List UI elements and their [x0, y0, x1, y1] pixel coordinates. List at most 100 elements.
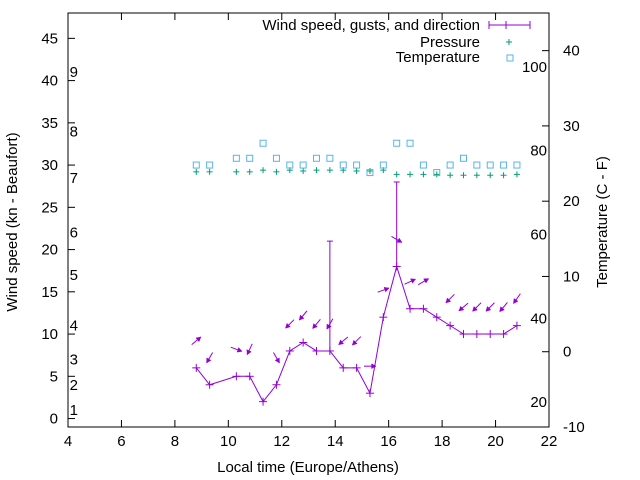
- y-tick-label: 40: [41, 73, 58, 90]
- pressure-point: [326, 167, 333, 174]
- beaufort-label: 9: [70, 64, 78, 81]
- y-axis-label: Wind speed (kn - Beaufort): [4, 132, 21, 311]
- temperature-point: [406, 139, 414, 147]
- plot-frame: [67, 12, 550, 428]
- pressure-point: [447, 172, 454, 179]
- temperature-point: [459, 154, 467, 162]
- wind-direction-arrow: [351, 336, 362, 346]
- pressure-point: [513, 171, 520, 178]
- temperature-point: [299, 161, 307, 169]
- pressure-point: [260, 167, 267, 174]
- wind-speed-point: [512, 321, 521, 330]
- wind-speed-point: [232, 372, 241, 381]
- wind-direction-arrow: [513, 293, 521, 304]
- beaufort-label: 4: [70, 318, 78, 335]
- wind-speed-point: [259, 397, 268, 406]
- pressure-point: [473, 172, 480, 179]
- temperature-point: [513, 161, 521, 169]
- temperature-point: [326, 154, 334, 162]
- wind-speed-point: [472, 330, 481, 339]
- beaufort-label: 8: [70, 123, 78, 140]
- temperature-point: [259, 139, 267, 147]
- beaufort-label: 7: [70, 170, 78, 187]
- data-layer: [191, 139, 521, 406]
- wind-speed-point: [339, 363, 348, 372]
- temperature-point: [206, 161, 214, 169]
- wind-direction-arrow: [285, 319, 295, 329]
- beaufort-label: 1: [70, 402, 78, 419]
- y-tick-label: 15: [41, 284, 58, 301]
- wind-speed-line: [195, 264, 518, 403]
- wind-direction-arrow: [458, 302, 469, 312]
- wind-direction-arrow: [363, 363, 377, 369]
- temperature-point: [433, 169, 441, 177]
- y-tick-label: 30: [41, 157, 58, 174]
- wind-direction-arrow: [298, 310, 308, 321]
- x-tick-label: 16: [380, 433, 397, 450]
- wind-direction-arrow: [191, 336, 202, 346]
- x-tick-label: 14: [327, 433, 344, 450]
- wind-direction-arrow: [404, 278, 416, 285]
- legend-pressure-sample: [506, 39, 512, 45]
- wind-speed-point: [419, 304, 428, 313]
- wind-speed-point: [205, 380, 214, 389]
- x-tick-label: 4: [64, 433, 72, 450]
- wind-direction-arrow: [499, 302, 508, 313]
- beaufort-label: 2: [70, 377, 78, 394]
- y2-tick-label: 40: [563, 43, 580, 60]
- pressure-point: [366, 167, 373, 174]
- temperature-point: [246, 154, 254, 162]
- wind-speed-point: [245, 372, 254, 381]
- fahrenheit-label: 100: [522, 59, 547, 76]
- y2-tick-label: 20: [563, 193, 580, 210]
- wind-speed-point: [446, 321, 455, 330]
- temperature-point: [313, 154, 321, 162]
- x-tick-label: 8: [171, 433, 179, 450]
- temperature-point: [286, 161, 294, 169]
- wind-speed-point: [379, 313, 388, 322]
- pressure-point: [433, 171, 440, 178]
- temperature-point: [353, 161, 361, 169]
- wind-speed-point: [406, 304, 415, 313]
- wind-speed-point: [299, 338, 308, 347]
- pressure-point: [206, 168, 213, 175]
- y-tick-label: 0: [50, 411, 58, 428]
- temperature-point: [419, 161, 427, 169]
- wind-direction-arrow: [485, 302, 495, 312]
- wind-speed-point: [272, 380, 281, 389]
- pressure-point: [420, 171, 427, 178]
- temperature-point: [366, 169, 374, 177]
- pressure-point: [407, 171, 414, 178]
- y-tick-label: 10: [41, 326, 58, 343]
- wind-direction-arrow: [326, 318, 334, 330]
- y2-axis-label: Temperature (C - F): [594, 156, 611, 288]
- pressure-point: [193, 168, 200, 175]
- temperature-point: [500, 161, 508, 169]
- temperature-point: [446, 161, 454, 169]
- wind-direction-arrow: [391, 235, 403, 243]
- temperature-point: [393, 139, 401, 147]
- temperature-point: [473, 161, 481, 169]
- y2-tick-label: 30: [563, 118, 580, 135]
- wind-speed-point: [365, 389, 374, 398]
- pressure-point: [353, 167, 360, 174]
- legend-wind-label: Wind speed, gusts, and direction: [262, 17, 480, 34]
- legend-wind-sample: [488, 21, 531, 29]
- y2-tick-label: -10: [563, 419, 585, 436]
- wind-speed-point: [486, 330, 495, 339]
- x-tick-label: 12: [273, 433, 290, 450]
- temperature-point: [192, 161, 200, 169]
- temperature-point: [486, 161, 494, 169]
- y-tick-label: 5: [50, 368, 58, 385]
- legend: Wind speed, gusts, and direction Pressur…: [262, 17, 531, 66]
- wind-direction-arrow: [206, 352, 214, 364]
- y2-tick-label: 10: [563, 268, 580, 285]
- beaufort-label: 3: [70, 351, 78, 368]
- wind-speed-point: [499, 330, 508, 339]
- temperature-point: [272, 154, 280, 162]
- wind-speed-point: [312, 346, 321, 355]
- pressure-point: [487, 172, 494, 179]
- tick-labels-layer: 4 6 8 10 12 14 16 18 20 22051015202530354045-1001…: [41, 30, 584, 450]
- wind-speed-point: [459, 330, 468, 339]
